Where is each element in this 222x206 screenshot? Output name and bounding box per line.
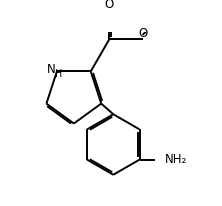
Text: H: H — [55, 69, 62, 79]
Text: NH₂: NH₂ — [165, 153, 187, 166]
Text: N: N — [47, 63, 56, 76]
Text: O: O — [105, 0, 114, 11]
Text: O: O — [138, 27, 147, 40]
